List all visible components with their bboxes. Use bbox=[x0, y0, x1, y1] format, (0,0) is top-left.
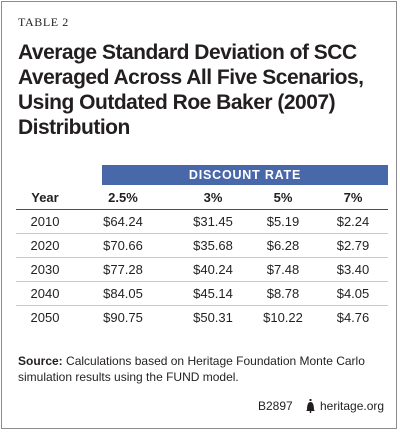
table-body: 2010 $64.24 $31.45 $5.19 $2.24 2020 $70.… bbox=[16, 210, 388, 329]
year-cell: 2050 bbox=[30, 310, 60, 325]
value-cell: $45.14 bbox=[193, 286, 233, 301]
value-cell: $4.05 bbox=[336, 286, 370, 301]
value-cell: $7.48 bbox=[266, 262, 300, 277]
value-cell: $6.28 bbox=[266, 238, 300, 253]
year-cell: 2020 bbox=[30, 238, 60, 253]
source-text: Calculations based on Heritage Foundatio… bbox=[18, 354, 365, 384]
value-cell: $35.68 bbox=[193, 238, 233, 253]
value-cell: $2.24 bbox=[336, 214, 370, 229]
table-row: 2030 $77.28 $40.24 $7.48 $3.40 bbox=[16, 258, 388, 282]
value-cell: $4.76 bbox=[336, 310, 370, 325]
table-label: TABLE 2 bbox=[18, 15, 69, 29]
source-note: Source: Calculations based on Heritage F… bbox=[18, 353, 388, 385]
value-cell: $84.05 bbox=[103, 286, 143, 301]
value-cell: $3.40 bbox=[336, 262, 370, 277]
value-cell: $2.79 bbox=[336, 238, 370, 253]
value-cell: $5.19 bbox=[266, 214, 300, 229]
site-link[interactable]: heritage.org bbox=[320, 399, 385, 413]
value-cell: $50.31 bbox=[193, 310, 233, 325]
table-row: 2010 $64.24 $31.45 $5.19 $2.24 bbox=[16, 210, 388, 234]
footer: B2897 heritage.org bbox=[2, 399, 396, 419]
header-rate-3: 3% bbox=[203, 190, 223, 205]
table-row: 2040 $84.05 $45.14 $8.78 $4.05 bbox=[16, 282, 388, 306]
table-row: 2020 $70.66 $35.68 $6.28 $2.79 bbox=[16, 234, 388, 258]
value-cell: $64.24 bbox=[103, 214, 143, 229]
year-cell: 2040 bbox=[30, 286, 60, 301]
value-cell: $70.66 bbox=[103, 238, 143, 253]
header-rate-5: 5% bbox=[273, 190, 293, 205]
discount-rate-band: DISCOUNT RATE bbox=[102, 165, 388, 185]
value-cell: $40.24 bbox=[193, 262, 233, 277]
value-cell: $31.45 bbox=[193, 214, 233, 229]
header-rate-7: 7% bbox=[343, 190, 363, 205]
liberty-bell-icon bbox=[306, 399, 315, 413]
value-cell: $90.75 bbox=[103, 310, 143, 325]
table-header-row: Year 2.5% 3% 5% 7% bbox=[16, 185, 388, 210]
value-cell: $10.22 bbox=[263, 310, 303, 325]
value-cell: $8.78 bbox=[266, 286, 300, 301]
table-title: Average Standard Deviation of SCC Averag… bbox=[18, 41, 364, 139]
value-cell: $77.28 bbox=[103, 262, 143, 277]
year-cell: 2010 bbox=[30, 214, 60, 229]
chart-code: B2897 bbox=[258, 399, 293, 413]
header-rate-2-5: 2.5% bbox=[108, 190, 138, 205]
year-cell: 2030 bbox=[30, 262, 60, 277]
header-year: Year bbox=[31, 190, 59, 205]
table-row: 2050 $90.75 $50.31 $10.22 $4.76 bbox=[16, 306, 388, 329]
source-label: Source: bbox=[18, 354, 63, 368]
